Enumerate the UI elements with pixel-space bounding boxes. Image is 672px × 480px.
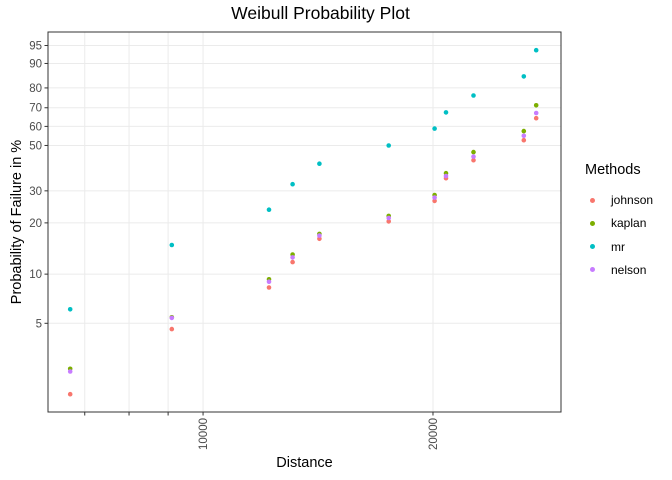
- point-mr: [317, 161, 322, 166]
- point-mr: [266, 207, 272, 212]
- legend-label-nelson: nelson: [611, 262, 647, 277]
- y-tick-label: 5: [36, 318, 42, 330]
- x-tick-label: 10000: [198, 418, 210, 450]
- legend-item-kaplan: kaplan: [578, 216, 646, 231]
- y-tick-label: 70: [29, 103, 42, 115]
- x-tick-label: 20000: [428, 418, 440, 450]
- point-mr: [432, 126, 437, 131]
- y-tick-label: 30: [29, 186, 42, 198]
- point-johnson: [67, 391, 73, 397]
- point-johnson: [290, 259, 295, 265]
- legend-item-mr: mr: [578, 239, 625, 254]
- point-nelson: [443, 173, 449, 179]
- point-mr: [443, 110, 449, 115]
- point-kaplan: [521, 128, 527, 134]
- mr-dot-icon: [589, 244, 595, 250]
- legend-label-kaplan: kaplan: [611, 216, 647, 231]
- panel-border: [47, 31, 562, 413]
- point-johnson: [317, 236, 322, 242]
- y-tick-label: 10: [29, 269, 42, 281]
- legend-label-mr: mr: [611, 239, 625, 254]
- point-nelson: [317, 233, 322, 238]
- plot-title: Weibull Probability Plot: [231, 3, 410, 23]
- point-nelson: [290, 255, 295, 260]
- point-mr: [169, 242, 175, 248]
- legend: Methods johnson kaplan mr nelson: [578, 150, 672, 290]
- y-axis-title: Probability of Failure in %: [9, 139, 25, 305]
- point-mr: [533, 47, 539, 53]
- point-johnson: [533, 115, 539, 121]
- y-tick-label: 20: [29, 218, 42, 230]
- panel-background: [48, 32, 561, 412]
- x-axis-title: Distance: [276, 455, 333, 471]
- legend-item-johnson: johnson: [578, 193, 653, 208]
- y-tick-label: 50: [29, 140, 42, 152]
- kaplan-dot-icon: [589, 220, 595, 226]
- legend-label-johnson: johnson: [611, 193, 654, 207]
- y-tick-label: 60: [29, 121, 42, 133]
- point-mr: [386, 143, 392, 148]
- point-nelson: [432, 195, 437, 200]
- y-tick-label: 90: [29, 58, 42, 70]
- point-mr: [521, 74, 527, 79]
- legend-key-kaplan: [578, 220, 606, 226]
- y-tick-label: 95: [29, 40, 42, 52]
- point-mr: [67, 307, 73, 312]
- point-nelson: [521, 133, 527, 139]
- point-nelson: [386, 215, 392, 221]
- point-nelson: [266, 279, 272, 285]
- point-mr: [290, 181, 295, 187]
- point-kaplan: [471, 149, 476, 155]
- point-johnson: [169, 326, 175, 332]
- legend-item-nelson: nelson: [578, 262, 646, 277]
- point-mr: [471, 93, 476, 98]
- point-nelson: [67, 369, 73, 374]
- johnson-dot-icon: [589, 197, 595, 203]
- point-johnson: [521, 137, 527, 143]
- legend-title: Methods: [585, 162, 641, 178]
- nelson-dot-icon: [589, 267, 595, 273]
- point-nelson: [471, 154, 476, 159]
- legend-key-johnson: [578, 197, 606, 203]
- point-nelson: [533, 110, 539, 116]
- point-johnson: [432, 198, 437, 204]
- point-nelson: [169, 315, 175, 321]
- legend-key-nelson: [578, 267, 606, 273]
- point-johnson: [266, 285, 272, 290]
- point-johnson: [471, 157, 476, 163]
- point-johnson: [386, 219, 392, 224]
- legend-key-mr: [578, 244, 606, 250]
- point-kaplan: [533, 103, 539, 108]
- y-tick-label: 80: [29, 83, 42, 95]
